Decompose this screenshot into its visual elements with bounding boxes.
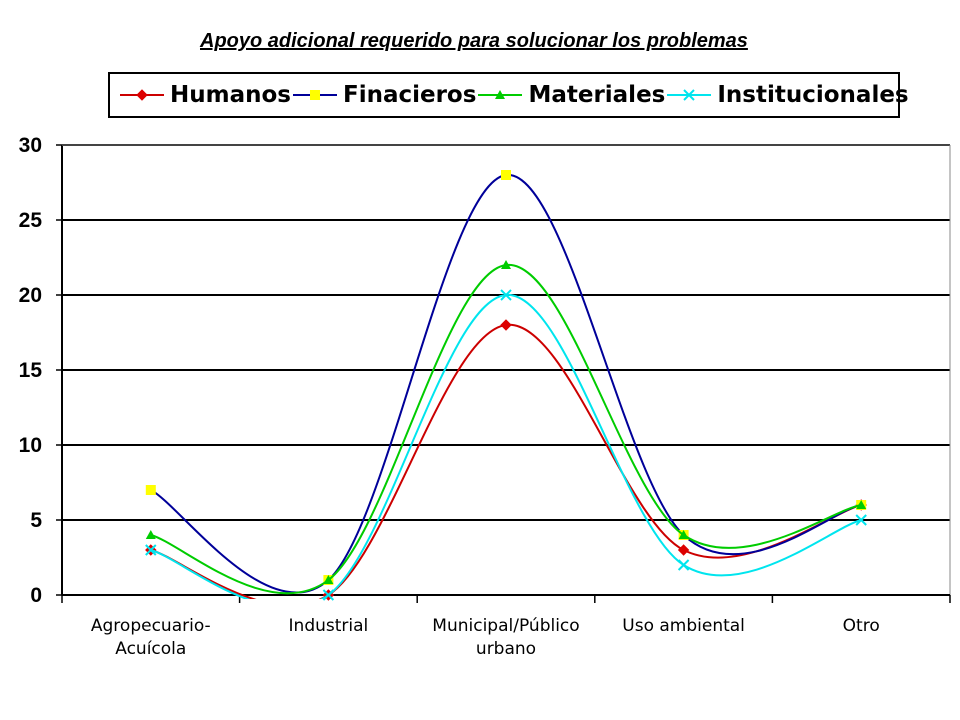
series-line: [150, 323, 862, 599]
series-institucionales: [145, 289, 867, 601]
legend-swatch: [478, 90, 523, 99]
y-tick-label: 0: [30, 584, 42, 607]
data-point: [145, 485, 156, 495]
data-point: [145, 544, 157, 556]
x-tick-label: Municipal/Público urbano: [432, 616, 579, 659]
data-point: [501, 260, 511, 269]
legend-marker: [495, 90, 506, 99]
y-tick-label: 10: [19, 434, 42, 457]
series-line: [150, 173, 862, 594]
legend-label: Institucionales: [717, 82, 909, 108]
series-materiales: [145, 260, 867, 595]
data-point: [500, 319, 512, 331]
data-point: [322, 589, 335, 601]
legend-item: Finacieros: [291, 82, 476, 108]
legend-marker: [683, 89, 696, 101]
data-point: [677, 544, 690, 556]
series-line: [150, 263, 862, 595]
series-finacieros: [145, 170, 867, 594]
legend-label: Humanos: [170, 82, 291, 108]
x-tick-label: Agropecuario-Acuícola: [91, 616, 211, 659]
y-tick-label: 25: [19, 209, 43, 232]
data-point: [323, 575, 334, 584]
x-tick-label: Otro: [843, 616, 880, 636]
legend-marker: [309, 90, 320, 100]
y-tick-label: 5: [30, 509, 42, 532]
y-tick-label: 30: [19, 134, 42, 157]
data-point: [677, 559, 690, 571]
legend-item: Institucionales: [665, 82, 909, 108]
legend-label: Materiales: [528, 82, 666, 108]
y-tick-label: 15: [19, 359, 43, 382]
data-point: [855, 514, 867, 526]
chart-legend: Humanos Finacieros Materiales Institucional…: [108, 72, 909, 118]
data-point: [678, 530, 689, 539]
data-point: [501, 170, 511, 180]
chart-title: Apoyo adicional requerido para soluciona…: [200, 30, 748, 52]
series-line: [150, 293, 862, 599]
legend-label: Finacieros: [342, 82, 477, 108]
legend-item: Humanos: [118, 82, 291, 108]
data-point: [500, 289, 512, 301]
data-point: [145, 530, 156, 539]
series-humanos: [145, 319, 867, 601]
y-tick-label: 20: [19, 284, 42, 307]
legend-swatch: [120, 89, 164, 101]
x-tick-label: Industrial: [289, 616, 369, 636]
legend-item: Materiales: [476, 82, 665, 108]
legend-swatch: [667, 89, 712, 101]
legend-swatch: [292, 90, 337, 100]
data-point: [856, 500, 867, 509]
x-tick-label: Uso ambiental: [622, 616, 745, 636]
legend-marker: [136, 89, 148, 101]
